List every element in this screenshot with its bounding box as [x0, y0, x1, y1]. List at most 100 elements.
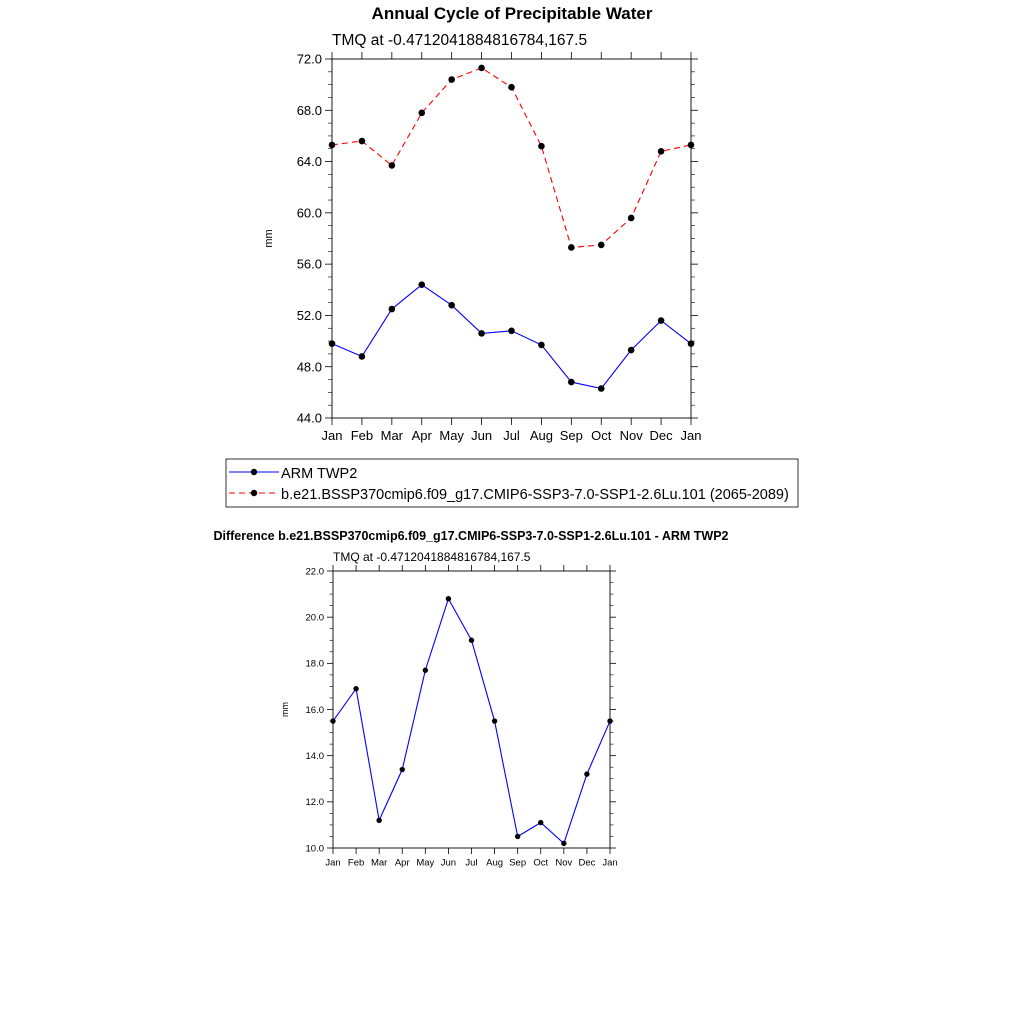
x-tick-label: Aug	[530, 428, 553, 443]
x-tick-label: Mar	[371, 858, 387, 869]
series-0-point	[328, 340, 336, 347]
x-tick-label: Jul	[503, 428, 520, 443]
legend-marker-model	[250, 489, 258, 497]
series-1-point	[358, 137, 366, 145]
series-0-point	[514, 833, 521, 840]
x-tick-label: Jun	[441, 858, 456, 869]
x-tick-label: May	[416, 858, 434, 869]
chart1-plot: 44.0 48.0 52.0 56.0 60.0 64.0 68.0 72.0 Jan Feb Ma…	[263, 52, 701, 443]
y-tick-label: 16.0	[306, 705, 325, 716]
series-line-1	[331, 67, 692, 249]
series-0-point	[418, 281, 426, 288]
y-tick-label: 60.0	[297, 205, 322, 220]
x-tick-label: Feb	[348, 858, 364, 869]
series-0-point	[448, 301, 455, 309]
series-0-point	[568, 378, 575, 386]
y-tick-label: 64.0	[297, 154, 322, 169]
series-0-point	[478, 330, 485, 337]
y-tick-label: 72.0	[297, 52, 322, 67]
series-0-point	[597, 385, 605, 392]
y-tick-label: 56.0	[297, 257, 322, 272]
x-tick-label: Sep	[509, 858, 526, 869]
chart2-plot: 10.0 12.0 14.0 16.0 18.0 20.0 22.0 Jan Feb Mar Apr…	[280, 565, 618, 869]
chart2-subtitle: TMQ at -0.4712041884816784,167.5	[333, 550, 531, 564]
series-1-point	[388, 162, 396, 169]
x-tick-label: Aug	[486, 858, 503, 869]
series-0-point	[376, 817, 382, 823]
y-tick-label: 52.0	[297, 308, 322, 323]
chart1-legend: ARM TWP2 b.e21.BSSP370cmip6.f09_g17.CMIP…	[225, 458, 799, 508]
x-tick-label: May	[439, 428, 464, 443]
y-axis-label: mm	[263, 229, 275, 247]
chart1-title: Annual Cycle of Precipitable Water	[372, 4, 653, 23]
series-0-point	[491, 718, 498, 724]
legend-label-arm: ARM TWP2	[281, 466, 357, 482]
series-1-point	[687, 141, 695, 149]
series-0-point	[538, 341, 545, 349]
y-tick-label: 22.0	[306, 566, 325, 577]
series-0-point	[538, 819, 544, 826]
chart1-subtitle: TMQ at -0.4712041884816784,167.5	[332, 32, 587, 49]
x-tick-label: Apr	[412, 428, 433, 443]
series-line-0	[331, 283, 692, 390]
x-tick-label: Feb	[351, 428, 373, 443]
x-tick-label: Jun	[471, 428, 492, 443]
legend-box	[225, 458, 799, 508]
series-0-point	[353, 686, 359, 692]
series-0-point	[657, 317, 665, 324]
y-tick-label: 20.0	[306, 612, 325, 623]
x-tick-label: Jan	[325, 858, 340, 869]
y-tick-label: 12.0	[306, 797, 325, 808]
series-1-point	[418, 109, 426, 117]
series-0-point	[399, 766, 405, 773]
series-1-point	[597, 241, 605, 249]
series-1-point	[448, 76, 455, 83]
x-tick-label: Nov	[555, 858, 572, 869]
y-tick-label: 48.0	[297, 359, 322, 374]
series-0-point	[388, 305, 396, 313]
series-1-point	[538, 142, 545, 150]
series-0-point	[584, 771, 590, 777]
series-0-point	[330, 718, 336, 724]
series-1-point	[657, 148, 665, 155]
chart2-title: Difference b.e21.BSSP370cmip6.f09_g17.CM…	[213, 529, 728, 543]
x-tick-label: Sep	[560, 428, 583, 443]
series-0-point	[422, 667, 429, 673]
legend-label-model: b.e21.BSSP370cmip6.f09_g17.CMIP6-SSP3-7.…	[281, 487, 789, 503]
y-axis-label: mm	[280, 702, 290, 717]
series-0-point	[607, 718, 613, 724]
x-tick-label: Jan	[681, 428, 702, 443]
x-tick-label: Jul	[465, 858, 477, 869]
plot-frame	[331, 58, 692, 419]
x-tick-label: Dec	[578, 858, 595, 869]
x-tick-label: Jan	[602, 858, 617, 869]
x-tick-label: Nov	[620, 428, 644, 443]
y-tick-label: 14.0	[306, 751, 325, 762]
x-tick-label: Oct	[533, 858, 548, 869]
x-tick-label: Jan	[322, 428, 343, 443]
series-0-point	[627, 346, 635, 354]
series-1-point	[328, 141, 336, 149]
series-1-point	[568, 244, 575, 251]
series-1-point	[478, 64, 485, 72]
x-tick-label: Dec	[650, 428, 674, 443]
series-0-point	[687, 340, 695, 347]
series-line-0	[332, 597, 611, 845]
series-0-point	[468, 637, 475, 643]
x-tick-label: Mar	[381, 428, 404, 443]
series-1-point	[627, 214, 635, 222]
y-tick-label: 44.0	[297, 411, 322, 426]
y-tick-label: 18.0	[306, 659, 325, 670]
series-0-point	[358, 353, 366, 360]
x-tick-label: Apr	[395, 858, 410, 869]
legend-marker-arm	[250, 468, 258, 476]
series-0-point	[445, 596, 452, 602]
series-0-point	[561, 840, 567, 847]
series-0-point	[508, 327, 515, 335]
y-tick-label: 68.0	[297, 103, 322, 118]
y-tick-label: 10.0	[306, 843, 325, 854]
x-tick-label: Oct	[591, 428, 612, 443]
plot-frame	[332, 570, 611, 849]
series-1-point	[508, 83, 515, 91]
